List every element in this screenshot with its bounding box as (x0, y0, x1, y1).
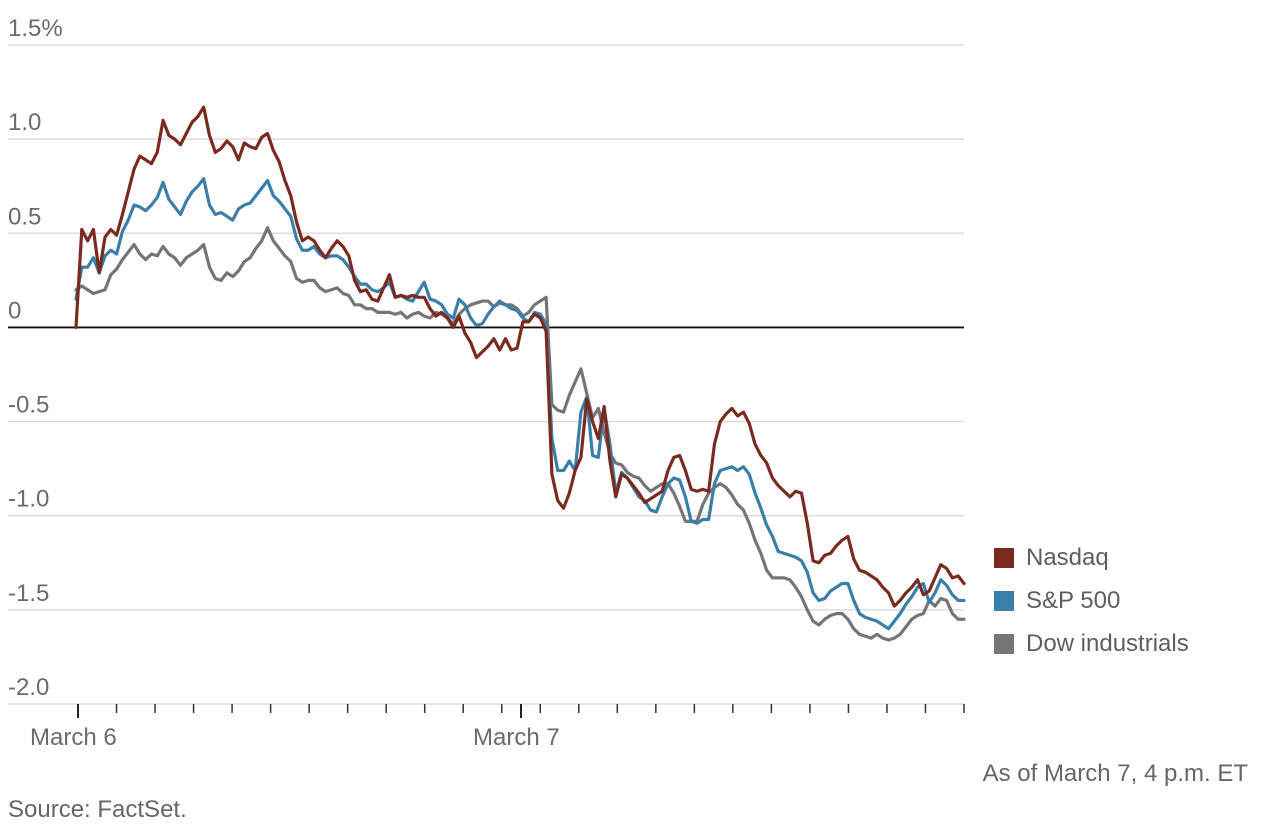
line-chart: 1.5%1.00.50-0.5-1.0-1.5-2.0 March 6 March… (8, 15, 966, 751)
series-line-nasdaq (74, 105, 966, 608)
y-tick-label: 0.5 (8, 203, 41, 230)
timestamp-note: As of March 7, 4 p.m. ET (982, 760, 1248, 787)
legend-swatch-sp500 (994, 590, 1014, 611)
x-tick-label: March 6 (30, 724, 117, 751)
legend-label-dow: Dow industrials (1026, 629, 1189, 657)
legend-swatch-dow (994, 633, 1014, 654)
y-tick-label: -1.0 (8, 486, 49, 513)
legend: Nasdaq S&P 500 Dow industrials (994, 536, 1189, 665)
y-tick-label: -2.0 (8, 674, 49, 701)
x-axis: March 6 March 7 (30, 704, 965, 751)
legend-item-dow: Dow industrials (994, 622, 1189, 665)
source-note: Source: FactSet. (8, 796, 187, 823)
y-axis-labels: 1.5% 1.0 0.5 0 -0.5 -1.0 -1.5 -2.0 (8, 15, 63, 701)
grid-lines (8, 44, 964, 705)
y-tick-label: 0 (8, 297, 21, 324)
legend-item-nasdaq: Nasdaq (994, 536, 1189, 579)
y-tick-label: -0.5 (8, 392, 49, 419)
series-line-dow-industrials (74, 226, 966, 642)
series-lines (74, 105, 966, 642)
legend-label-nasdaq: Nasdaq (1026, 543, 1109, 571)
y-tick-label: -1.5 (8, 580, 49, 607)
series-line-s-p-500 (74, 177, 966, 631)
legend-swatch-nasdaq (994, 547, 1014, 568)
legend-label-sp500: S&P 500 (1026, 586, 1121, 614)
x-tick-label: March 7 (473, 724, 560, 751)
y-tick-label: 1.5% (8, 15, 63, 42)
y-tick-label: 1.0 (8, 109, 41, 136)
legend-item-sp500: S&P 500 (994, 579, 1189, 622)
